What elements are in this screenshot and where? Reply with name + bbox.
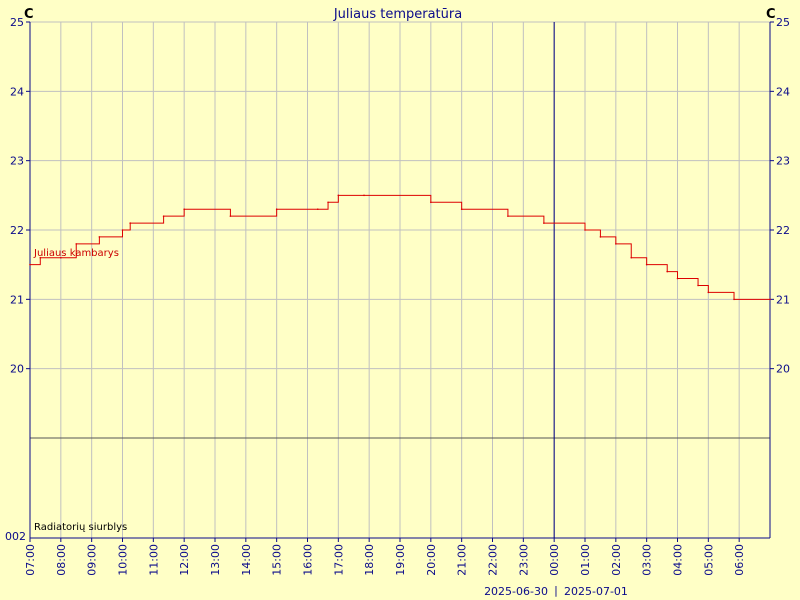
series-point	[337, 194, 340, 197]
series-point	[676, 277, 679, 280]
right-unit-label: C	[766, 7, 776, 22]
y-tick-label-right: 20	[776, 363, 790, 376]
y-tick-label-right: 21	[776, 293, 790, 306]
x-tick-label: 23:00	[517, 544, 530, 576]
series-point	[363, 194, 365, 197]
x-tick-label: 03:00	[641, 544, 654, 576]
x-tick-label: 05:00	[702, 544, 715, 576]
series-point	[645, 263, 648, 266]
x-tick-label: 06:00	[733, 544, 746, 576]
date-divider: |	[554, 584, 558, 597]
y-tick-label-left: 23	[10, 155, 24, 168]
y-tick-label-left: 22	[10, 224, 24, 237]
series-point	[615, 243, 617, 245]
x-tick-label: 07:00	[24, 544, 37, 576]
x-tick-label: 14:00	[240, 544, 253, 576]
x-tick-label: 17:00	[332, 544, 345, 576]
y-tick-label-right: 22	[776, 224, 790, 237]
left-unit-label: C	[24, 7, 34, 22]
x-tick-label: 04:00	[672, 544, 685, 576]
x-tick-label: 13:00	[209, 544, 222, 576]
series-point	[129, 222, 132, 224]
date-label-start: 2025-06-30	[484, 585, 548, 598]
x-tick-label: 21:00	[456, 544, 469, 576]
series-point	[121, 229, 124, 231]
x-tick-label: 09:00	[86, 544, 99, 576]
series-point	[275, 208, 278, 210]
series-point	[98, 236, 101, 238]
series-point	[630, 256, 633, 259]
chart-title: Juliaus temperatūra	[333, 7, 462, 22]
series-layer	[29, 194, 771, 301]
series-point	[599, 236, 602, 238]
x-tick-label: 12:00	[178, 544, 191, 576]
y-tick-label-left: 20	[10, 363, 24, 376]
pump-axis-label: 002	[5, 530, 26, 543]
x-tick-label: 19:00	[394, 544, 407, 576]
y-tick-label-left: 21	[10, 293, 24, 306]
x-tick-label: 11:00	[147, 544, 160, 576]
x-tick-label: 22:00	[487, 544, 500, 576]
series-point	[460, 208, 463, 210]
series-point	[316, 208, 319, 210]
series-point	[60, 256, 62, 259]
series-point	[183, 208, 185, 210]
series-point	[162, 215, 165, 217]
series-point	[666, 270, 669, 273]
series-point	[75, 243, 78, 245]
series-point	[733, 298, 735, 301]
series-point	[707, 291, 710, 294]
series-point	[697, 284, 699, 287]
x-tick-label: 08:00	[55, 544, 68, 576]
date-label-end: 2025-07-01	[564, 585, 628, 598]
series-point	[543, 222, 545, 224]
series-point	[39, 256, 42, 259]
x-tick-label: 20:00	[425, 544, 438, 576]
y-tick-label-left: 24	[10, 85, 24, 98]
y-tick-label-right: 25	[776, 16, 790, 29]
series-point	[507, 215, 509, 217]
series-point	[769, 298, 771, 301]
axes	[26, 21, 774, 542]
x-tick-label: 00:00	[548, 544, 561, 576]
pump-label: Radiatorių siurblys	[34, 522, 127, 533]
series-point	[29, 263, 31, 266]
x-tick-label: 02:00	[610, 544, 623, 576]
y-tick-label-right: 24	[776, 85, 790, 98]
grid	[30, 21, 770, 538]
series-label: Juliaus kambarys	[33, 248, 119, 259]
x-tick-label: 16:00	[302, 544, 315, 576]
series-point	[430, 201, 432, 204]
x-tick-label: 10:00	[117, 544, 130, 576]
x-tick-label: 01:00	[579, 544, 592, 576]
x-tick-label: 15:00	[271, 544, 284, 576]
series-point	[327, 201, 329, 204]
y-tick-label-right: 23	[776, 155, 790, 168]
x-tick-label: 18:00	[363, 544, 376, 576]
series-point	[584, 229, 586, 231]
labels-layer: 07:00 08:00 09:00 10:00 11:00 12:00 13:00 14:00…	[10, 16, 790, 576]
y-tick-label-left: 25	[10, 16, 24, 29]
series-point	[229, 215, 232, 217]
